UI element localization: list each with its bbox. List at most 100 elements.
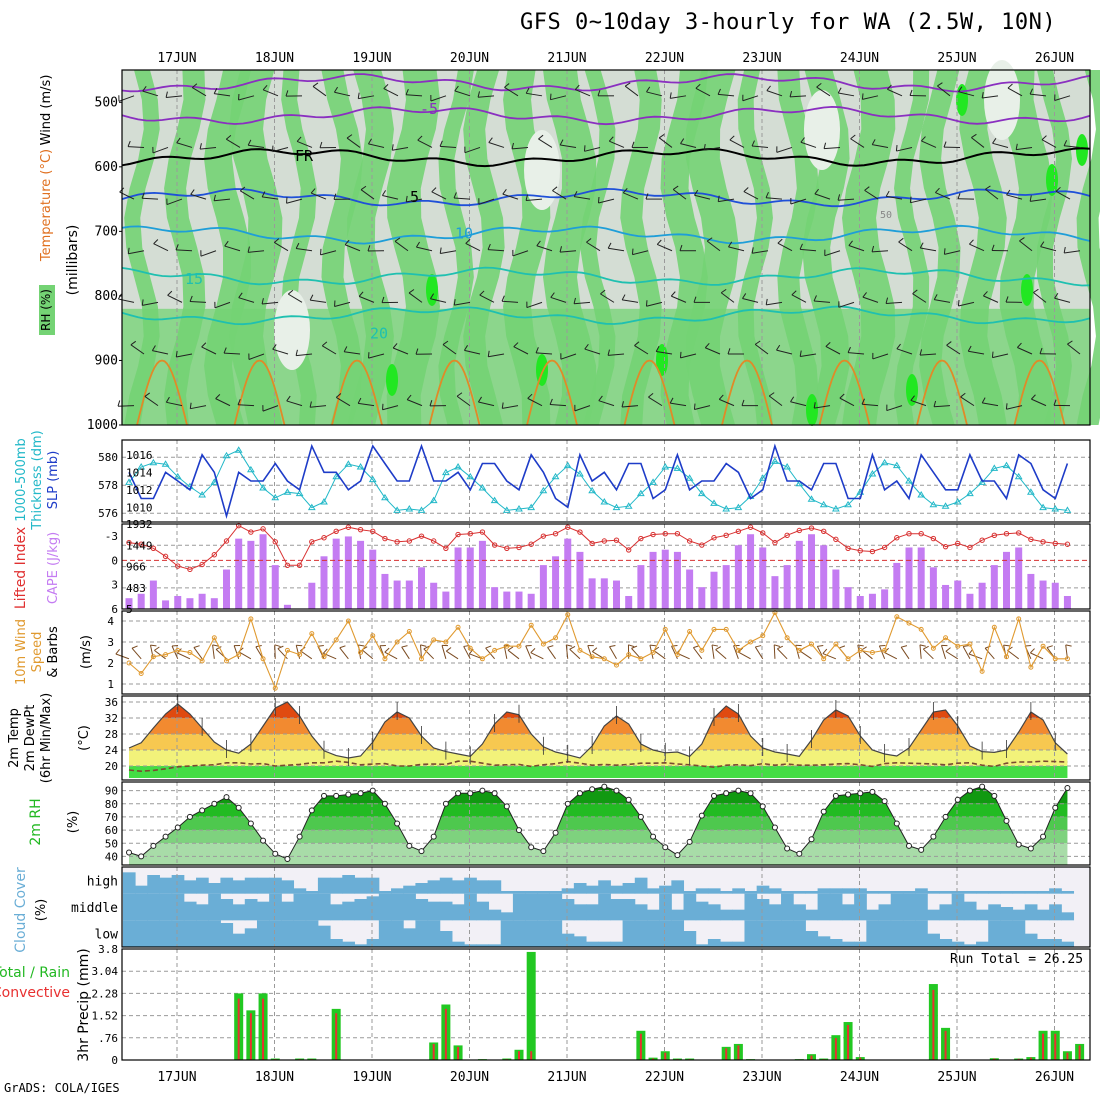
wind-barb xyxy=(573,191,591,200)
lifted-index-point xyxy=(820,528,827,534)
rh-point xyxy=(991,792,998,799)
cape-bar xyxy=(1051,582,1059,609)
thickness-point xyxy=(441,468,450,476)
thickness-point xyxy=(539,486,548,494)
cape-bar xyxy=(247,540,255,609)
wind-barb xyxy=(309,294,327,303)
surface-wind-barb xyxy=(322,648,337,660)
day-label-top: 17JUN xyxy=(157,51,196,66)
cloud-cell-high xyxy=(793,891,806,894)
cloud-cell-low xyxy=(366,939,380,947)
temperature-tick-label: 36 xyxy=(105,696,118,709)
rh-point xyxy=(394,820,401,827)
thickness-point xyxy=(734,503,743,511)
cloud-cell-low xyxy=(269,920,282,947)
surface-wind-barb xyxy=(525,644,532,659)
lifted-index-point xyxy=(625,547,632,553)
wind-barb xyxy=(693,296,710,303)
thickness-point xyxy=(295,489,304,497)
rh-point xyxy=(759,803,766,810)
wind-barb xyxy=(669,397,687,407)
cloud-cell-low xyxy=(646,920,660,947)
wind-speed-point xyxy=(918,626,924,632)
wind-speed-point xyxy=(711,626,717,632)
cloud-cell-low xyxy=(305,920,319,947)
thickness-point xyxy=(478,484,487,491)
wind-speed-point xyxy=(723,626,729,632)
lifted-index-point xyxy=(540,533,547,539)
rh-point xyxy=(1040,833,1047,840)
cloud-cell-low xyxy=(951,941,965,947)
wind-speed-point xyxy=(882,647,888,653)
lifted-index-point xyxy=(443,545,449,551)
wind-barb xyxy=(655,345,673,355)
thickness-point xyxy=(1014,472,1023,480)
lifted-index-point xyxy=(686,538,693,544)
lifted-index-point xyxy=(211,552,218,558)
pressure-tick-label: 500 xyxy=(95,95,118,110)
lifted-index-point xyxy=(650,531,656,538)
thickness-point xyxy=(320,498,328,505)
wind-barb xyxy=(381,190,399,200)
pressure-tick-label: 900 xyxy=(95,353,118,368)
wind-barb xyxy=(958,86,975,97)
thickness-point xyxy=(941,502,950,509)
thickness-point xyxy=(1002,461,1011,469)
wind-barb xyxy=(405,88,423,97)
wind-barb xyxy=(933,400,951,408)
cloud-cell-high xyxy=(537,891,550,894)
wind-barb xyxy=(381,296,399,304)
wind-barb xyxy=(765,298,783,306)
temperature-line xyxy=(128,701,1068,759)
thickness-point xyxy=(1063,506,1072,513)
isotherm-label: FR xyxy=(295,147,314,165)
wind-barb xyxy=(346,134,361,148)
day-label-top: 26JUN xyxy=(1035,51,1074,66)
surface-wind-barb xyxy=(530,648,544,660)
cape-bar xyxy=(808,534,815,609)
wind-barb xyxy=(213,88,231,97)
rh-dry-patch xyxy=(524,130,560,210)
cloud-cell-high xyxy=(281,880,295,894)
wind-barb xyxy=(1054,292,1071,303)
rh-point xyxy=(893,820,900,827)
wind-barb xyxy=(729,135,745,148)
wind-barb xyxy=(742,293,759,303)
isotherm-25 xyxy=(1013,359,1066,426)
wind-barb xyxy=(789,91,807,98)
cape-bar xyxy=(893,562,901,609)
wind-barb xyxy=(790,396,807,407)
isotherm-25 xyxy=(721,359,773,426)
cloud-cell-middle xyxy=(561,899,575,921)
wind-barb xyxy=(367,245,385,252)
wind-speed-line xyxy=(128,611,1068,690)
isotherm-25 xyxy=(233,359,286,426)
wind-speed-point xyxy=(760,633,766,639)
cloud-cell-high xyxy=(586,885,599,894)
wind-barb xyxy=(693,403,711,410)
lifted-tick-label: 3 xyxy=(111,579,118,592)
cloud-cell-middle xyxy=(878,904,892,921)
lifted-index-point xyxy=(382,535,388,542)
lifted-index-point xyxy=(357,526,364,533)
thickness-point xyxy=(966,489,974,497)
cloud-cell-low xyxy=(866,920,880,947)
precip-convective-bar xyxy=(1054,1033,1057,1060)
cloud-cell-high xyxy=(512,891,526,894)
wind-barb xyxy=(312,82,327,97)
cloud-cell-high xyxy=(183,880,197,894)
cloud-cell-high xyxy=(293,888,307,894)
cloud-cell-high xyxy=(415,883,429,894)
wind-barb xyxy=(597,89,614,97)
precip-tick-label: 3.04 xyxy=(92,965,119,978)
cape-bar xyxy=(223,569,230,609)
cloud-cell-low xyxy=(963,944,977,947)
wind-barb xyxy=(549,398,567,407)
thickness-point xyxy=(600,498,609,505)
wind-speed-point xyxy=(833,641,839,647)
wind-barb xyxy=(1005,403,1023,410)
cloud-cell-middle xyxy=(963,901,977,921)
rh-point xyxy=(930,833,937,840)
lifted-index-point xyxy=(723,532,729,539)
wind-barb xyxy=(864,186,879,200)
